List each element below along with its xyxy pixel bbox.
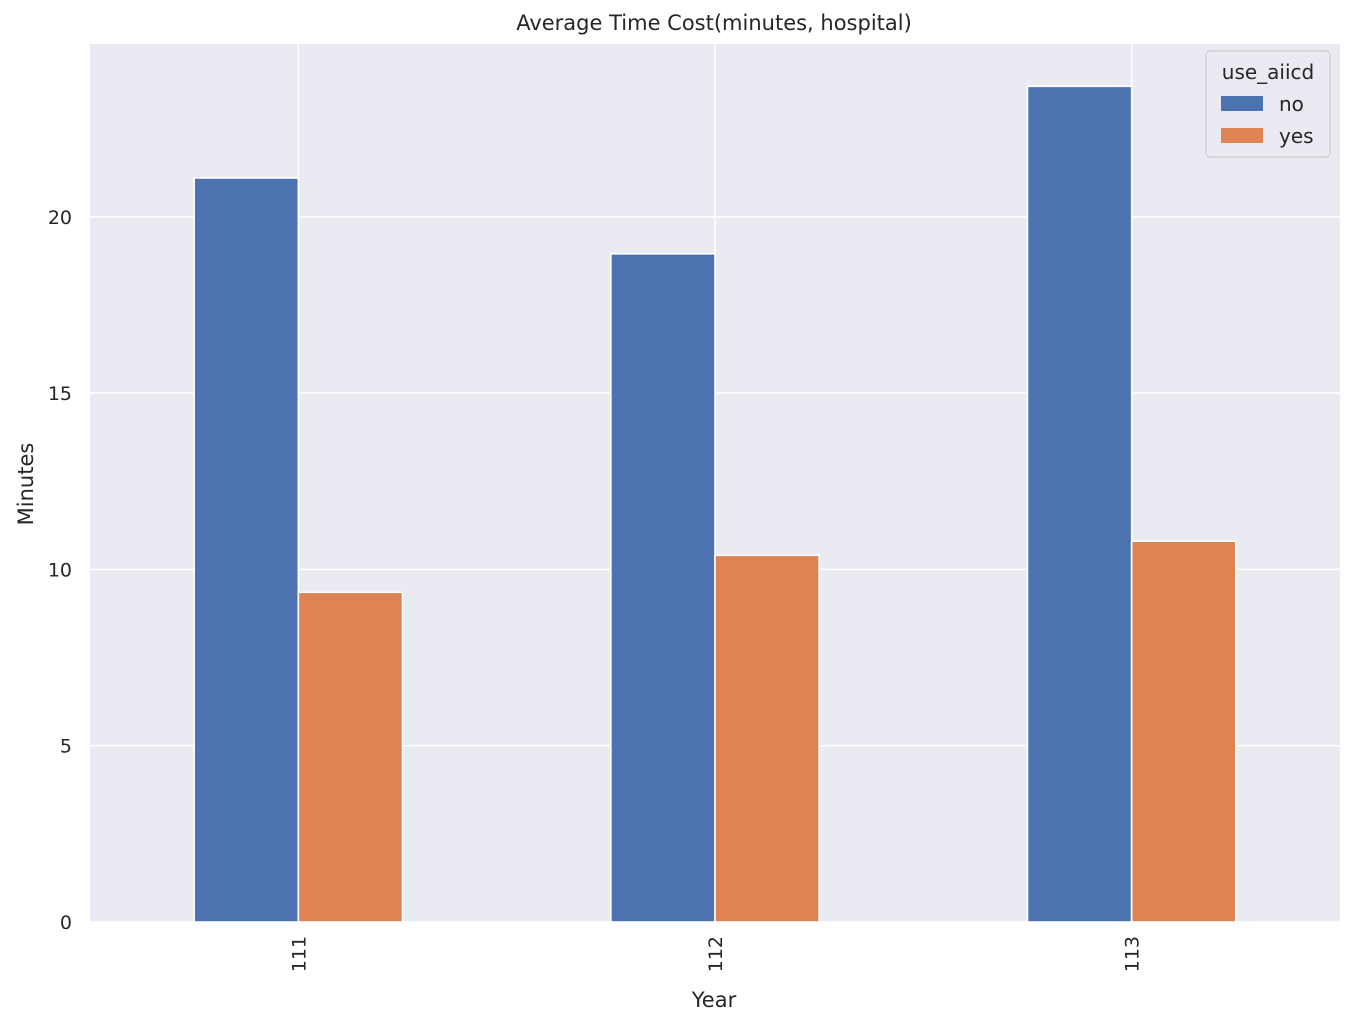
- x-tick-label: 112: [705, 936, 727, 972]
- bar-yes-113: [1130, 540, 1237, 923]
- bar-no-112: [610, 253, 716, 923]
- x-tick-label: 111: [288, 936, 310, 972]
- x-tick-label: 113: [1122, 936, 1144, 972]
- y-tick-label: 15: [48, 383, 72, 405]
- x-axis-label: Year: [691, 988, 737, 1012]
- y-axis-ticks: 0 5 10 15 20: [48, 207, 72, 934]
- y-tick-label: 5: [60, 736, 72, 758]
- legend-items: no yes: [1221, 92, 1314, 148]
- legend-label-no: no: [1279, 92, 1304, 116]
- y-tick-label: 0: [60, 912, 72, 934]
- bars: [193, 85, 1237, 923]
- bar-yes-112: [714, 554, 820, 923]
- chart-title: Average Time Cost(minutes, hospital): [516, 11, 912, 35]
- bar-no-111: [193, 177, 300, 923]
- legend-label-yes: yes: [1279, 124, 1314, 148]
- y-axis-label: Minutes: [14, 443, 38, 526]
- y-tick-label: 10: [48, 559, 72, 581]
- legend-swatch-no: [1221, 96, 1263, 111]
- x-axis-ticks: 111 112 113: [288, 936, 1143, 972]
- legend-swatch-yes: [1221, 128, 1263, 143]
- y-tick-label: 20: [48, 207, 72, 229]
- legend-title: use_aiicd: [1222, 60, 1314, 84]
- legend: use_aiicd no yes: [1205, 50, 1331, 158]
- bar-no-113: [1026, 85, 1133, 923]
- bar-yes-111: [297, 591, 404, 923]
